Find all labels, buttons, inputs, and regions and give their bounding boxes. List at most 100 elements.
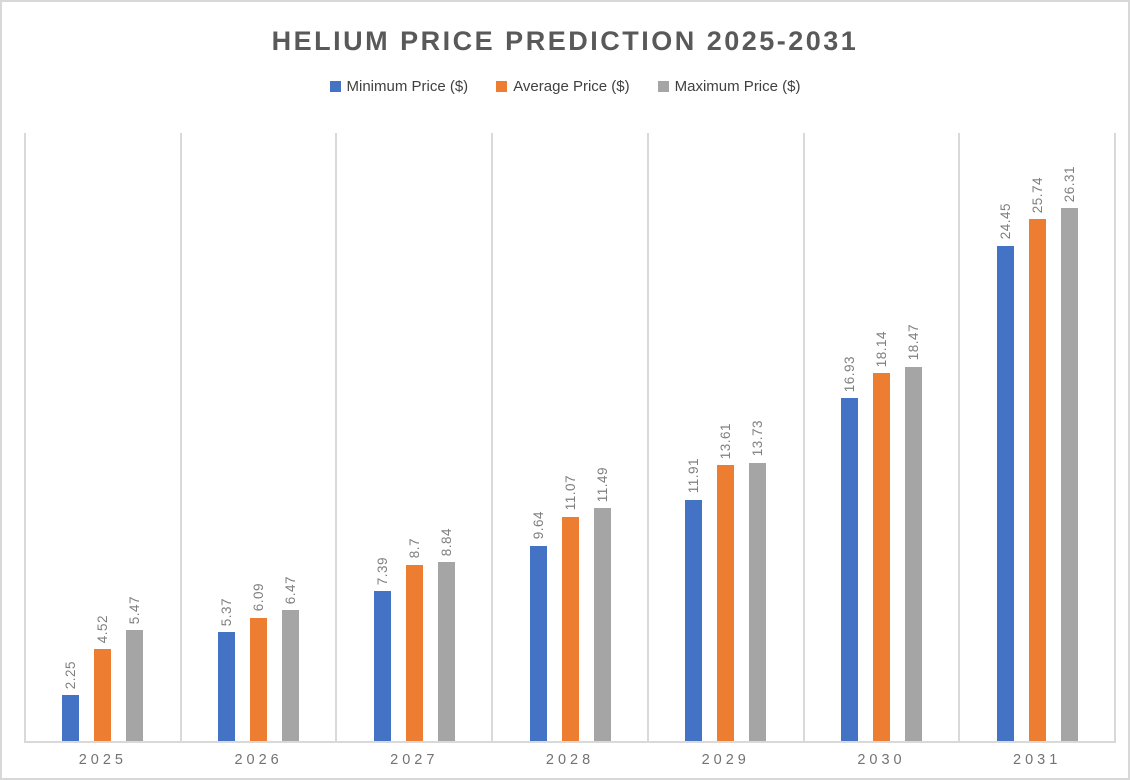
bar-value-label: 11.91 (686, 458, 702, 494)
bar-value-label: 9.64 (530, 511, 546, 540)
category-groups: 2.25 4.52 5.47 5.37 6.09 6.47 7.39 8.7 8.84 9.64 1… (25, 133, 1115, 741)
bar (94, 649, 112, 741)
bar (405, 564, 423, 741)
bar-value-label: 8.84 (438, 527, 454, 556)
bar-value-label: 6.09 (251, 583, 267, 612)
vertical-gridline (491, 133, 494, 743)
category-2028: 9.64 11.07 11.49 (492, 133, 648, 741)
bar-group-2026: 5.37 6.09 6.47 (181, 576, 337, 741)
vertical-gridline (958, 133, 961, 743)
bar (1028, 219, 1046, 741)
bar (717, 465, 735, 741)
bar-wrap: 26.31 (1060, 165, 1078, 741)
bar-wrap: 11.49 (593, 466, 611, 741)
bar (437, 561, 455, 741)
bar (62, 695, 80, 741)
legend: Minimum Price ($) Average Price ($) Maximu… (2, 78, 1128, 95)
bar (529, 545, 547, 741)
bar-value-label: 8.7 (406, 538, 422, 559)
legend-label: Maximum Price ($) (674, 78, 801, 95)
bar-value-label: 26.31 (1061, 165, 1077, 202)
category-2031: 24.45 25.74 26.31 (959, 133, 1115, 741)
vertical-gridline (802, 133, 805, 743)
bar-wrap: 11.91 (685, 458, 703, 741)
bar-group-2027: 7.39 8.7 8.84 (336, 528, 492, 741)
bar-value-label: 7.39 (374, 556, 390, 586)
bar-group-2025: 2.25 4.52 5.47 (25, 596, 181, 741)
bar-wrap: 18.47 (904, 324, 922, 741)
bar-group-2030: 16.93 18.14 18.47 (804, 324, 960, 741)
bar-wrap: 18.14 (872, 331, 890, 741)
bar-value-label: 18.14 (873, 331, 889, 368)
bar (840, 397, 858, 741)
bar-wrap: 25.74 (1028, 177, 1046, 741)
bar-value-label: 13.73 (750, 420, 766, 457)
bar-wrap: 13.73 (749, 420, 767, 741)
legend-item-1: Minimum Price ($) (329, 78, 468, 95)
category-2029: 11.91 13.61 13.73 (648, 133, 804, 741)
bar-wrap: 6.09 (250, 583, 268, 741)
bar (593, 508, 611, 741)
legend-swatch-icon (657, 81, 669, 92)
category-2025: 2.25 4.52 5.47 (25, 133, 181, 741)
bar-value-label: 6.47 (283, 575, 299, 604)
chart-title: HELIUM PRICE PREDICTION 2025-2031 (271, 26, 859, 56)
bar-wrap: 8.84 (437, 527, 455, 741)
category-2030: 16.93 18.14 18.47 (804, 133, 960, 741)
bar-wrap: 24.45 (996, 203, 1014, 741)
x-axis-line (25, 741, 1115, 743)
bar-value-label: 11.49 (594, 466, 610, 503)
bar-value-label: 16.93 (841, 355, 857, 392)
vertical-gridline (646, 133, 649, 743)
x-axis-label-2031: 2031 (1013, 752, 1062, 768)
legend-swatch-icon (496, 81, 508, 92)
bar-value-label: 18.47 (905, 324, 921, 361)
vertical-gridline (1114, 133, 1116, 743)
bar (872, 373, 890, 741)
x-axis-label-2030: 2030 (857, 752, 906, 768)
bar-wrap: 13.61 (717, 422, 735, 741)
vertical-gridline (24, 133, 26, 743)
bar-wrap: 9.64 (529, 511, 547, 741)
bar (250, 617, 268, 741)
bar (282, 609, 300, 741)
bar (749, 462, 767, 741)
bar-wrap: 16.93 (840, 355, 858, 741)
vertical-gridline (179, 133, 182, 743)
x-axis-label-2026: 2026 (234, 752, 283, 768)
bar (373, 591, 391, 741)
bar-value-label: 13.61 (718, 422, 734, 460)
bar-wrap: 2.25 (62, 661, 80, 741)
bar-value-label: 2.25 (63, 661, 79, 690)
legend-item-3: Maximum Price ($) (657, 78, 801, 95)
bar-wrap: 4.52 (94, 615, 112, 741)
bar-wrap: 5.37 (218, 597, 236, 741)
x-axis-label-2028: 2028 (545, 752, 595, 768)
bar-wrap: 7.39 (373, 556, 391, 741)
bar-value-label: 5.37 (219, 597, 235, 627)
bar-wrap: 5.47 (126, 595, 144, 741)
bar-value-label: 11.07 (562, 475, 578, 511)
bar (996, 245, 1014, 741)
bar-wrap: 6.47 (282, 575, 300, 741)
x-axis-label-2025: 2025 (78, 752, 127, 768)
legend-item-2: Average Price ($) (496, 78, 630, 95)
bar-value-label: 4.52 (95, 615, 111, 644)
legend-swatch-icon (329, 81, 341, 92)
bar-value-label: 25.74 (1029, 177, 1045, 214)
bar-wrap: 8.7 (405, 538, 423, 741)
bar (561, 516, 579, 741)
bar-value-label: 24.45 (997, 203, 1013, 240)
plot-area: 2.25 4.52 5.47 5.37 6.09 6.47 7.39 8.7 8.84 9.64 1… (24, 133, 1116, 743)
bar-wrap: 11.07 (561, 475, 579, 741)
bar-group-2028: 9.64 11.07 11.49 (492, 467, 648, 741)
bar-group-2029: 11.91 13.61 13.73 (648, 420, 804, 741)
bar (218, 632, 236, 741)
bar (1060, 207, 1078, 741)
x-axis-label-2027: 2027 (390, 752, 439, 768)
bar (904, 366, 922, 741)
bar (685, 499, 703, 741)
bar-value-label: 5.47 (127, 595, 143, 625)
x-axis-label-2029: 2029 (701, 752, 750, 768)
